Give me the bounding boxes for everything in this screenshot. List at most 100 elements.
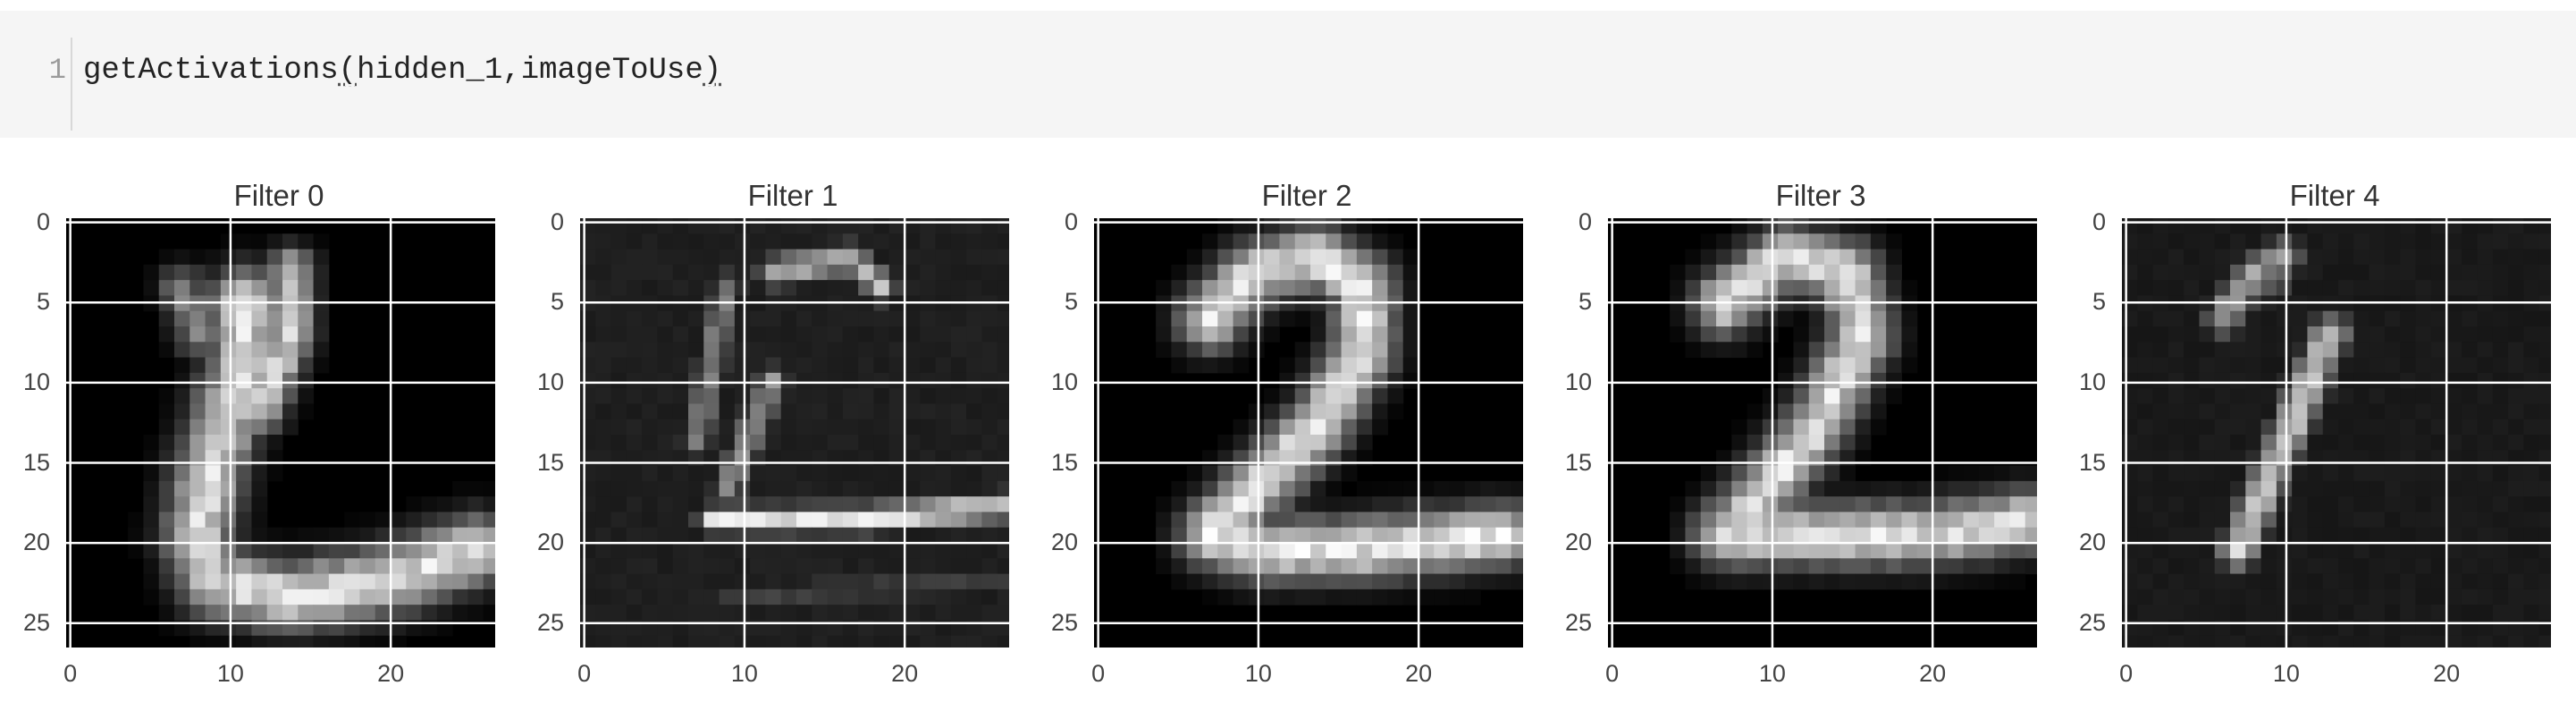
heatmap-cell (888, 249, 905, 266)
heatmap-cell (2199, 419, 2216, 436)
heatmap-cell (483, 543, 495, 559)
heatmap-cell (2230, 326, 2246, 343)
heatmap-cell (1264, 326, 1280, 343)
heatmap-cell (1310, 264, 1326, 281)
heatmap-cell (2245, 465, 2262, 482)
heatmap-cell (796, 372, 812, 389)
heatmap-cell (2137, 496, 2154, 512)
heatmap-cell (2462, 233, 2479, 250)
heatmap-cell (1326, 233, 1343, 250)
heatmap-cell (672, 419, 689, 436)
heatmap-cell (657, 635, 674, 648)
heatmap-cell (2152, 588, 2169, 605)
heatmap-cell (1233, 512, 1250, 529)
heatmap-cell (1778, 280, 1794, 296)
heatmap-cell (1202, 558, 1218, 575)
heatmap-cell (1217, 480, 1234, 497)
heatmap-cell (251, 605, 268, 621)
heatmap-cell (1171, 326, 1188, 343)
heatmap-cell (796, 218, 812, 234)
heatmap-cell (1310, 588, 1326, 605)
heatmap-cell (688, 249, 704, 266)
heatmap-cell (1778, 527, 1794, 544)
heatmap-cell (2338, 372, 2354, 389)
heatmap-cell (719, 635, 736, 648)
heatmap-cell (2199, 372, 2216, 389)
heatmap-cell (1747, 233, 1764, 250)
heatmap-cell (1326, 573, 1343, 590)
heatmap-cell (2276, 218, 2293, 234)
heatmap-cell (1793, 527, 1810, 544)
heatmap-cell (1870, 372, 1887, 389)
heatmap-cell (2230, 512, 2246, 529)
heatmap-cell (1901, 543, 1918, 559)
heatmap-cell (935, 403, 952, 420)
heatmap-cell (1356, 326, 1373, 343)
heatmap-cell (2276, 465, 2293, 482)
heatmap-cell (734, 249, 751, 266)
heatmap-cell (1793, 558, 1810, 575)
heatmap-cell (2137, 527, 2154, 544)
heatmap-cell (1217, 326, 1234, 343)
heatmap-cell (610, 357, 627, 374)
heatmap-cell (1700, 264, 1717, 281)
heatmap-cell (2430, 573, 2447, 590)
heatmap-cell (2430, 496, 2447, 512)
heatmap-cell (1264, 403, 1280, 420)
heatmap-cell (1341, 512, 1358, 529)
heatmap-cell (858, 558, 874, 575)
heatmap-cell (1372, 264, 1388, 281)
heatmap-cell (842, 249, 859, 266)
heatmap-cell (205, 543, 222, 559)
heatmap-cell (2523, 218, 2540, 234)
heatmap-cell (1778, 218, 1794, 234)
heatmap-cell (421, 558, 438, 575)
heatmap-cell (2477, 218, 2494, 234)
heatmap-cell (1186, 249, 1203, 266)
heatmap-cell (626, 605, 643, 621)
heatmap-cell (2184, 218, 2200, 234)
heatmap-cell (642, 249, 658, 266)
heatmap-cell (344, 573, 360, 590)
heatmap-cell (2307, 372, 2324, 389)
heatmap-cell (467, 480, 484, 497)
heatmap-cell (2462, 218, 2479, 234)
heatmap-cell (719, 218, 736, 234)
heatmap-cell (858, 543, 874, 559)
heatmap-cell (266, 342, 283, 359)
heatmap-cell (174, 512, 190, 529)
heatmap-cell (2338, 435, 2354, 451)
heatmap-cell (1464, 558, 1481, 575)
code-cell[interactable]: 1 getActivations(hidden_1,imageToUse) (0, 11, 2576, 138)
heatmap-cell (672, 388, 689, 404)
heatmap-cell (2199, 605, 2216, 621)
heatmap-cell (2415, 280, 2432, 296)
heatmap-cell (1731, 264, 1748, 281)
heatmap-cell (1341, 357, 1358, 374)
heatmap-cell (2523, 403, 2540, 420)
heatmap-cell (642, 635, 658, 648)
heatmap-cell (2307, 605, 2324, 621)
heatmap-cell (796, 326, 812, 343)
heatmap-cell (2168, 264, 2185, 281)
heatmap-plot (2118, 215, 2551, 648)
heatmap-cell (1685, 342, 1702, 359)
heatmap-cell (2122, 605, 2138, 621)
heatmap-cell (966, 218, 982, 234)
heatmap-cell (812, 388, 829, 404)
heatmap-cell (703, 218, 720, 234)
heatmap-cell (2137, 605, 2154, 621)
heatmap-cell (220, 605, 237, 621)
heatmap-cell (2430, 435, 2447, 451)
heatmap-cell (2230, 573, 2246, 590)
heatmap-cell (2292, 512, 2308, 529)
code-editor-line[interactable]: getActivations(hidden_1,imageToUse) (83, 54, 721, 88)
heatmap-cell (1916, 558, 1933, 575)
heatmap-cell (1310, 372, 1326, 389)
heatmap-cell (2214, 496, 2231, 512)
heatmap-cell (2214, 218, 2231, 234)
heatmap-cell (2199, 326, 2216, 343)
heatmap-cell (2276, 527, 2293, 544)
heatmap-cell (1886, 573, 1902, 590)
heatmap-cell (2462, 249, 2479, 266)
